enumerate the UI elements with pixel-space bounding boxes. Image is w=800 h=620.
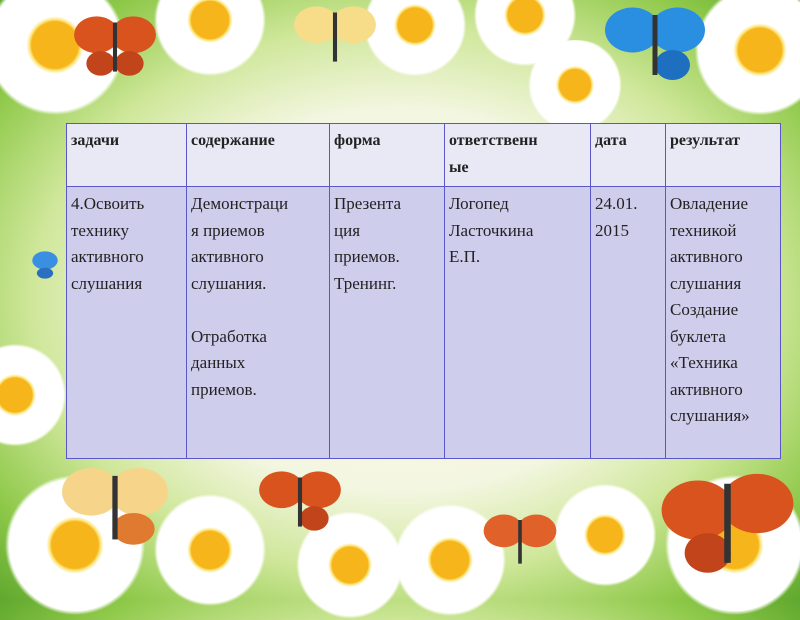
header-date: дата [590,123,666,187]
butterfly-icon [32,251,58,279]
butterfly-icon [294,6,376,62]
butterfly-icon [483,514,557,564]
daisy-flower [550,480,660,590]
butterfly-icon [605,7,705,80]
header-responsible: ответственн ые [444,123,591,187]
daisy-flower [0,340,70,450]
cell-date: 24.01. 2015 [590,186,666,459]
cell-result: Овладение техникой активного слушания Со… [665,186,781,459]
header-form: форма [329,123,445,187]
cell-content: Демонстраци я приемов активного слушания… [186,186,330,459]
cell-responsible: Логопед Ласточкина Е.П. [444,186,591,459]
butterfly-icon [62,467,168,545]
daisy-flower [150,490,270,610]
butterfly-icon [661,473,794,573]
plan-table: задачи содержание форма ответственн ые д… [66,123,781,459]
butterfly-icon [259,471,341,531]
cell-form: Презента ция приемов. Тренинг. [329,186,445,459]
table-header-row: задачи содержание форма ответственн ые д… [66,123,781,187]
daisy-flower [150,0,270,80]
header-result: результат [665,123,781,187]
cell-tasks: 4.Освоить технику активного слушания [66,186,187,459]
header-content: содержание [186,123,330,187]
butterfly-icon [74,16,156,76]
table-row: 4.Освоить технику активного слушания Дем… [66,186,781,459]
daisy-flower [520,40,630,130]
header-tasks: задачи [66,123,187,187]
